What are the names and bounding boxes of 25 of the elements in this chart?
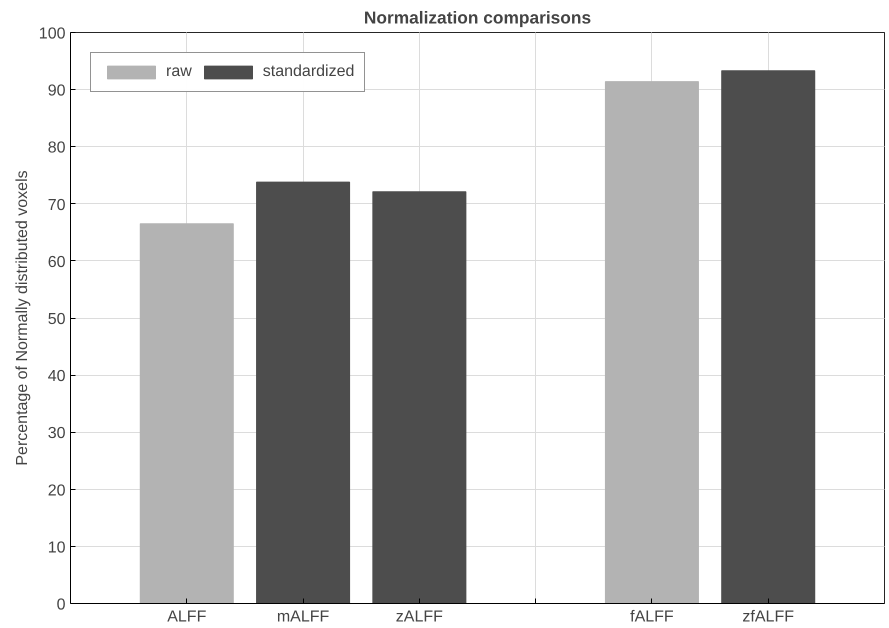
x-tick-label: fALFF	[630, 608, 674, 626]
x-tick-label: zALFF	[396, 608, 444, 626]
y-tick-label: 80	[48, 140, 66, 157]
legend-label: standardized	[262, 63, 354, 81]
x-tick-label: zfALFF	[742, 608, 794, 626]
x-tick-label: ALFF	[167, 608, 207, 626]
y-tick-label: 60	[48, 254, 66, 271]
bar	[604, 81, 699, 604]
y-axis-title: Percentage of Normally distributed voxels	[14, 170, 31, 466]
y-tick-label: 50	[48, 311, 66, 328]
y-tick-label: 30	[48, 425, 66, 442]
y-tick-label: 70	[48, 196, 66, 214]
y-tick-label: 20	[48, 482, 66, 500]
chart-title: Normalization comparisons	[364, 8, 592, 28]
y-tick-label: 10	[48, 539, 66, 556]
y-tick-label: 100	[38, 26, 66, 42]
bar	[721, 70, 816, 604]
legend-label: raw	[166, 63, 192, 81]
y-tick-label: 40	[48, 368, 66, 386]
y-tick-label: 0	[56, 596, 66, 614]
bar	[140, 223, 234, 604]
x-tick-label: mALFF	[276, 608, 330, 626]
bar	[372, 191, 466, 604]
y-tick-label: 90	[48, 82, 66, 100]
bar	[256, 182, 350, 604]
